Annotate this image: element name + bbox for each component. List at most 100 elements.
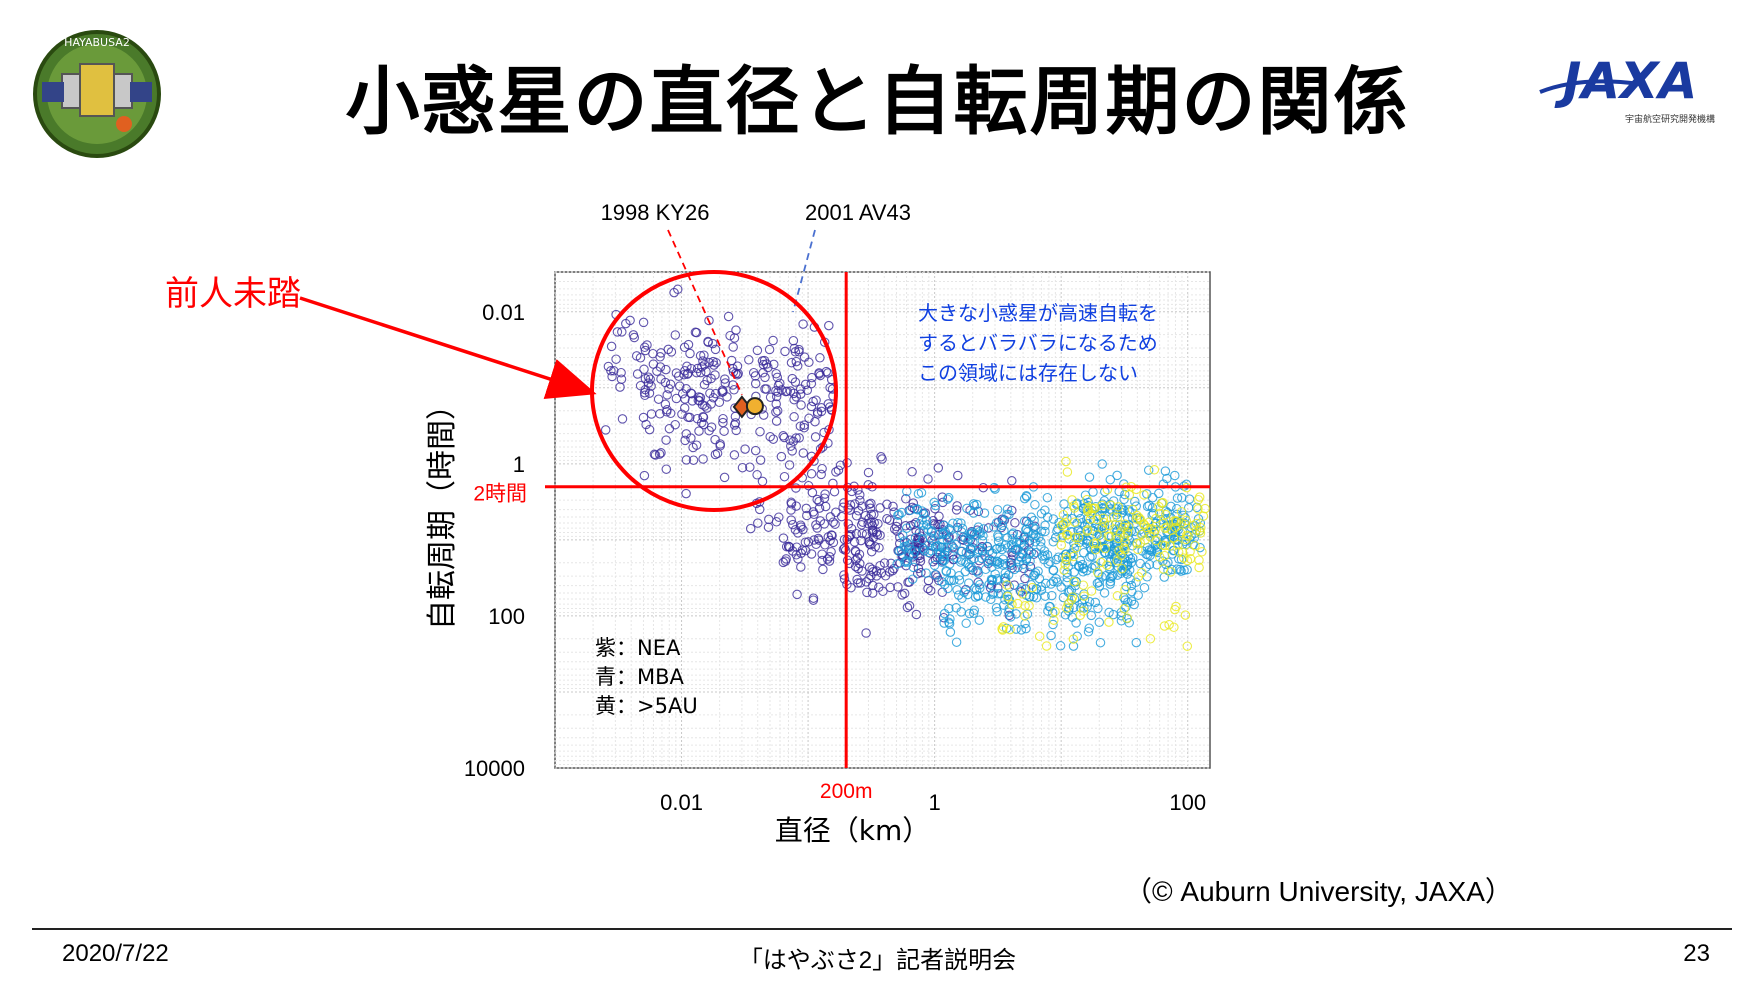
- data-point: [886, 558, 896, 569]
- data-point: [862, 587, 872, 598]
- data-point: [1179, 553, 1189, 563]
- data-point: [1175, 527, 1186, 538]
- data-point: [772, 406, 783, 416]
- data-point: [983, 556, 993, 566]
- highlight-point-2001av43: [745, 397, 764, 416]
- data-point: [1198, 511, 1209, 521]
- data-point: [725, 330, 735, 341]
- data-point: [807, 372, 817, 383]
- data-point: [993, 532, 1004, 542]
- data-point: [1112, 470, 1122, 481]
- data-point: [867, 588, 878, 598]
- data-point: [1085, 514, 1096, 524]
- data-point: [1073, 561, 1084, 571]
- data-point: [792, 589, 802, 600]
- y-axis-title: 自転周期（時間）: [425, 390, 460, 630]
- data-point: [1095, 637, 1106, 648]
- data-point: [1142, 501, 1153, 512]
- data-point: [692, 363, 703, 374]
- data-point: [702, 403, 712, 413]
- data-point: [1105, 576, 1116, 587]
- data-point: [730, 418, 741, 428]
- data-point: [961, 618, 971, 629]
- data-point: [1182, 564, 1192, 575]
- data-point: [641, 419, 651, 430]
- data-point: [973, 544, 984, 555]
- data-point: [916, 487, 927, 498]
- data-point: [617, 327, 627, 337]
- data-point: [768, 335, 778, 346]
- data-point: [688, 442, 698, 453]
- leader-2001av43: [792, 229, 816, 313]
- data-point: [1026, 547, 1037, 557]
- data-point: [974, 579, 985, 590]
- data-point: [1017, 589, 1028, 599]
- data-point: [923, 583, 933, 594]
- data-point: [629, 332, 640, 343]
- data-point: [1177, 493, 1187, 503]
- data-point: [953, 590, 964, 600]
- data-point: [904, 577, 915, 587]
- x-axis-title: 直径（km）: [775, 814, 931, 847]
- data-point: [1127, 553, 1138, 563]
- data-point: [992, 573, 1003, 584]
- data-point: [1011, 624, 1021, 634]
- data-point: [710, 434, 720, 445]
- data-point: [885, 582, 895, 593]
- data-point: [755, 426, 765, 437]
- data-point: [774, 512, 784, 522]
- data-point: [785, 435, 795, 445]
- data-point: [1067, 592, 1078, 602]
- data-point: [1014, 551, 1025, 562]
- data-point: [607, 371, 617, 382]
- data-point: [938, 612, 949, 623]
- data-point: [897, 507, 907, 518]
- data-point: [839, 570, 849, 580]
- data-point: [1061, 552, 1072, 562]
- data-point: [780, 346, 790, 357]
- data-point: [967, 527, 978, 538]
- data-point: [1068, 634, 1079, 644]
- data-point: [992, 606, 1002, 617]
- data-point: [1116, 550, 1126, 561]
- data-point: [752, 345, 763, 356]
- data-point: [945, 614, 955, 624]
- data-point: [779, 471, 790, 482]
- series-nea: [600, 284, 1040, 638]
- data-point: [778, 431, 788, 441]
- data-point: [1143, 465, 1154, 475]
- data-point: [720, 374, 730, 384]
- data-point: [753, 518, 763, 528]
- data-point: [968, 537, 978, 548]
- data-point: [1195, 542, 1205, 553]
- data-point: [1079, 591, 1089, 601]
- data-point: [729, 385, 739, 395]
- data-point: [1021, 590, 1032, 600]
- data-point: [798, 448, 809, 458]
- data-point: [910, 532, 921, 543]
- data-point: [1120, 537, 1130, 547]
- data-point: [990, 484, 1000, 494]
- data-point: [1003, 570, 1014, 580]
- data-point: [1030, 499, 1040, 510]
- patch-text: HAYABUSA2: [64, 36, 130, 49]
- data-point: [1158, 518, 1169, 529]
- data-point: [1170, 522, 1181, 533]
- data-point: [796, 400, 806, 410]
- data-point: [1020, 611, 1030, 621]
- data-point: [798, 524, 808, 535]
- data-point: [875, 560, 885, 571]
- data-point: [954, 571, 964, 581]
- data-point: [824, 556, 835, 566]
- data-point: [789, 394, 799, 405]
- data-point: [907, 467, 917, 477]
- data-point: [1176, 566, 1186, 576]
- data-point: [771, 391, 782, 402]
- data-point: [1051, 573, 1061, 584]
- data-point: [989, 522, 999, 532]
- data-point: [779, 432, 790, 443]
- data-point: [888, 501, 898, 512]
- data-point: [656, 374, 666, 384]
- data-point: [731, 325, 741, 335]
- data-point: [1066, 585, 1077, 595]
